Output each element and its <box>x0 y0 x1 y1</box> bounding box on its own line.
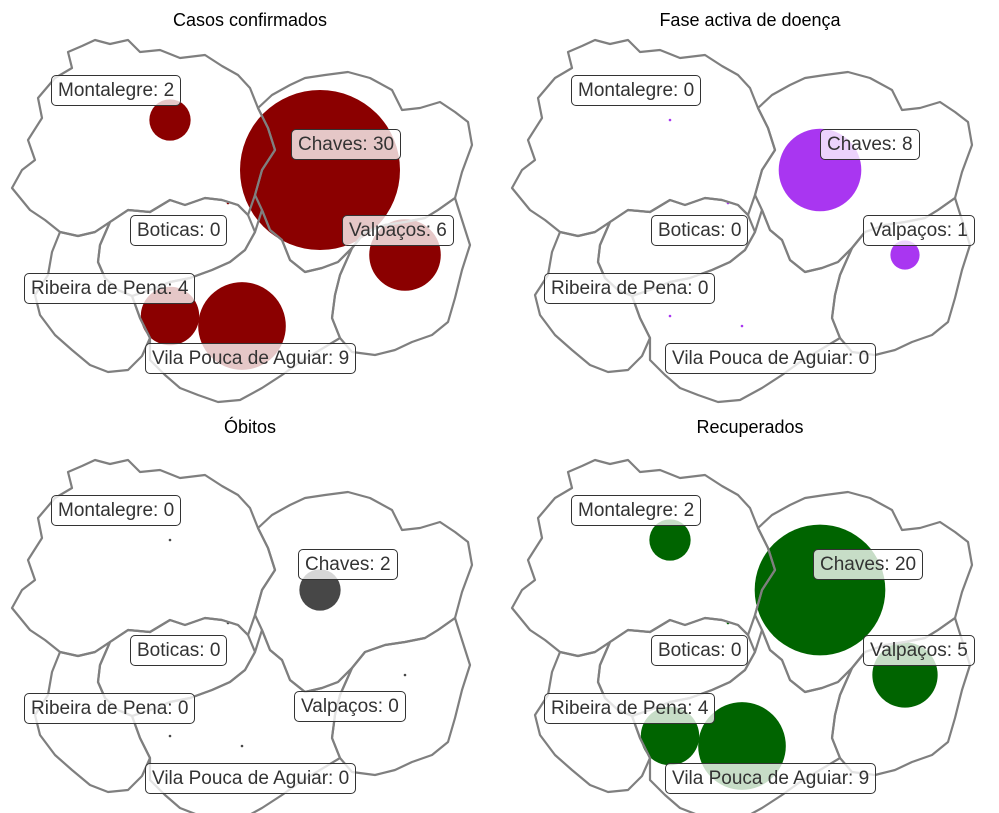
label-ribeira-de-pena: Ribeira de Pena: 0 <box>544 273 716 304</box>
municipality-border <box>10 458 277 658</box>
bubble-valpacos <box>403 673 407 677</box>
municipality-border <box>630 628 854 813</box>
label-vila-pouca-de-aguiar: Vila Pouca de Aguiar: 9 <box>665 763 877 794</box>
map-panel-obitos: Óbitos Montalegre: 0 Chaves: 2 Boticas: … <box>0 407 500 813</box>
panel-title: Fase activa de doença <box>659 10 841 30</box>
municipality-border <box>630 208 854 404</box>
label-boticas: Boticas: 0 <box>130 215 228 246</box>
label-valpacos: Valpaços: 0 <box>294 691 406 722</box>
map-panel-fase-activa: Fase activa de doença Montalegre: 0 Chav… <box>500 0 999 406</box>
municipality-border <box>10 38 277 238</box>
municipality-border <box>533 640 652 794</box>
bubble-montalegre <box>668 118 672 122</box>
label-chaves: Chaves: 30 <box>291 129 402 160</box>
municipality-border <box>253 490 474 694</box>
bubble-valpacos <box>890 240 920 270</box>
bubble-montalegre <box>168 538 172 542</box>
label-chaves: Chaves: 2 <box>298 549 398 580</box>
label-montalegre: Montalegre: 2 <box>571 495 702 526</box>
label-vila-pouca-de-aguiar: Vila Pouca de Aguiar: 0 <box>665 343 877 374</box>
municipality-border <box>533 220 652 374</box>
label-boticas: Boticas: 0 <box>130 635 228 666</box>
label-valpacos: Valpaços: 1 <box>863 215 975 246</box>
label-ribeira-de-pena: Ribeira de Pena: 0 <box>24 693 196 724</box>
bubble-vila-pouca-de-aguiar <box>240 744 244 748</box>
panel-title: Recuperados <box>696 417 804 437</box>
label-valpacos: Valpaços: 6 <box>342 215 454 246</box>
label-valpacos: Valpaços: 5 <box>863 635 975 666</box>
bubble-montalegre <box>149 99 191 141</box>
label-ribeira-de-pena: Ribeira de Pena: 4 <box>544 693 716 724</box>
label-montalegre: Montalegre: 0 <box>571 75 702 106</box>
label-montalegre: Montalegre: 0 <box>51 495 182 526</box>
label-vila-pouca-de-aguiar: Vila Pouca de Aguiar: 9 <box>145 343 357 374</box>
label-chaves: Chaves: 20 <box>813 549 924 580</box>
label-vila-pouca-de-aguiar: Vila Pouca de Aguiar: 0 <box>145 763 357 794</box>
municipality-border <box>130 208 354 404</box>
panel-title: Óbitos <box>223 417 277 437</box>
bubble-montalegre <box>649 519 691 561</box>
label-montalegre: Montalegre: 2 <box>51 75 182 106</box>
map-svg <box>10 458 474 813</box>
label-chaves: Chaves: 8 <box>820 129 920 160</box>
map-panel-casos-confirmados: Casos confirmados Montalegre: 2 Chaves: … <box>0 0 500 406</box>
panel-title: Casos confirmados <box>172 10 328 30</box>
bubble-ribeira-de-pena <box>168 734 172 738</box>
municipality-border <box>510 38 777 238</box>
label-boticas: Boticas: 0 <box>651 215 749 246</box>
bubble-ribeira-de-pena <box>668 314 672 318</box>
label-ribeira-de-pena: Ribeira de Pena: 4 <box>24 273 196 304</box>
bubble-vila-pouca-de-aguiar <box>740 324 744 328</box>
map-svg <box>510 458 974 813</box>
municipality-border <box>510 458 777 658</box>
label-boticas: Boticas: 0 <box>651 635 749 666</box>
map-panel-recuperados: Recuperados Montalegre: 2 Chaves: 20 Bot… <box>500 407 999 813</box>
